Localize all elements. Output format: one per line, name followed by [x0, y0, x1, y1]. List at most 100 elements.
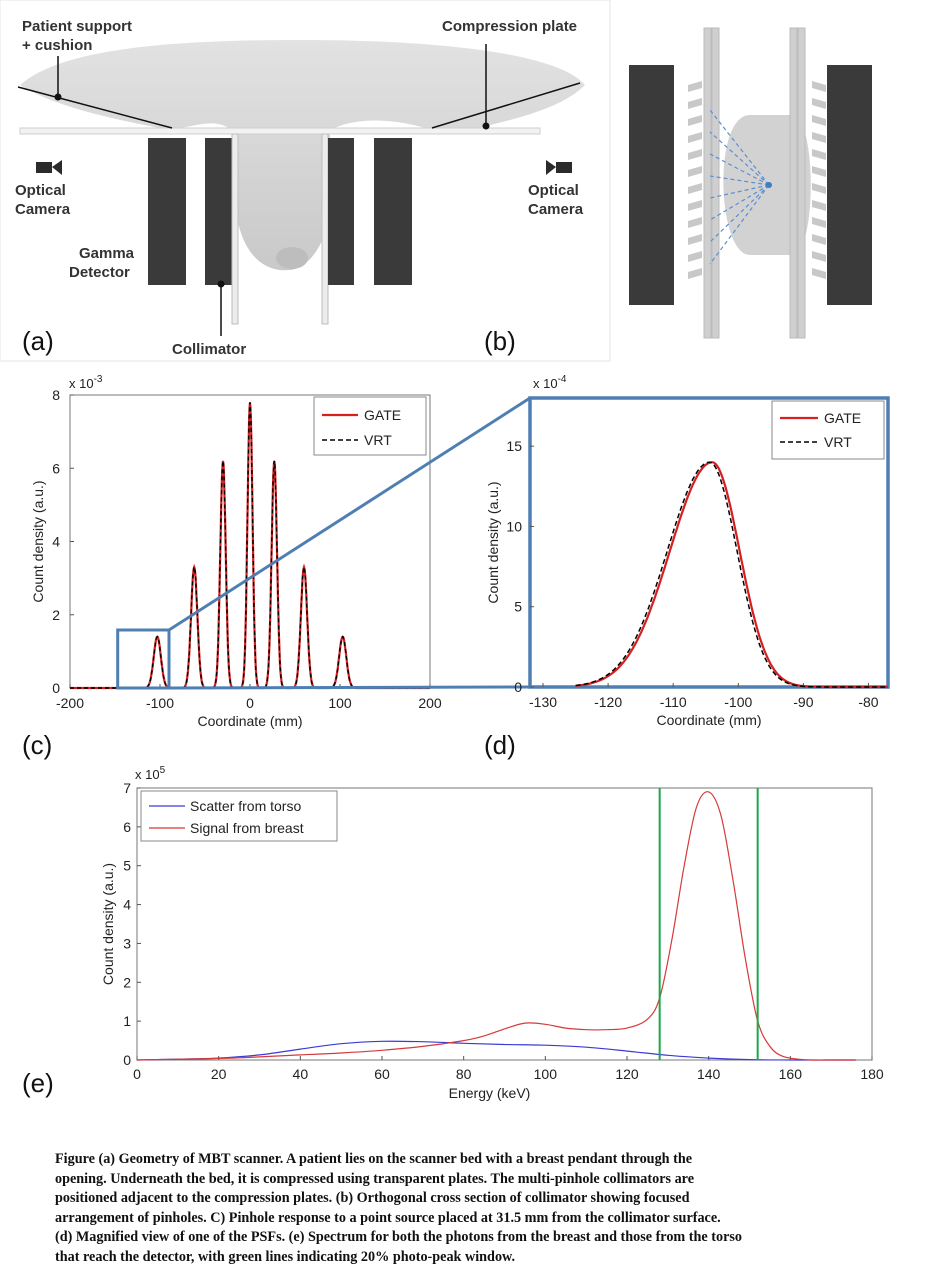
y-tick-label: 2 — [123, 974, 131, 990]
x-tick-label: 100 — [534, 1066, 558, 1082]
detector-block-left — [629, 65, 674, 305]
caption-line: (d) Magnified view of one of the PSFs. (… — [55, 1229, 742, 1246]
legend-label-vrt: VRT — [364, 432, 392, 448]
x-tick-label: 60 — [374, 1066, 390, 1082]
x-axis-label: Energy (keV) — [449, 1085, 531, 1101]
septum-fin — [688, 166, 702, 177]
x-tick-label: 140 — [697, 1066, 721, 1082]
y-exponent-label: x 10-4 — [533, 374, 567, 391]
exponent-power: -3 — [94, 374, 103, 385]
collimator-cross-section-diagram — [629, 27, 872, 339]
camera-icon — [546, 160, 572, 175]
label-optical-camera-right: Optical Camera — [528, 182, 584, 218]
focal-point — [766, 182, 772, 188]
patient-body-shape — [20, 40, 585, 271]
x-tick-label: -100 — [724, 694, 752, 710]
y-tick-label: 0 — [123, 1052, 131, 1068]
caption-line: Figure (a) Geometry of MBT scanner. A pa… — [55, 1151, 693, 1167]
zoom-connector-line — [168, 396, 531, 632]
x-tick-label: -80 — [858, 694, 878, 710]
panel-a: Patient support + cushion Compression pl… — [0, 0, 612, 362]
pinhole-ray — [709, 131, 770, 186]
pinhole-ray — [709, 184, 770, 199]
gamma-detector-left — [148, 138, 186, 285]
caption-line: that reach the detector, with green line… — [55, 1248, 516, 1265]
y-tick-label: 0 — [52, 680, 60, 696]
septum-fin — [688, 81, 702, 92]
y-tick-label: 8 — [52, 387, 60, 403]
septum-fin — [812, 98, 826, 109]
y-axis-label: Count density (a.u.) — [100, 863, 116, 985]
legend-label-vrt: VRT — [824, 434, 852, 450]
y-tick-label: 6 — [52, 460, 60, 476]
pinhole-ray — [709, 109, 770, 186]
label-patient-support: Patient support + cushion — [22, 18, 133, 54]
y-exponent-label: x 10-3 — [69, 374, 103, 391]
legend-box-d — [771, 400, 885, 460]
x-tick-label: 120 — [615, 1066, 639, 1082]
detector-block-right — [827, 65, 872, 305]
y-tick-label: 2 — [52, 607, 60, 623]
septum-fin — [688, 98, 702, 109]
collimator-left — [205, 138, 232, 285]
septum-fin — [812, 268, 826, 279]
zoom-connector-line — [168, 685, 531, 690]
pinhole-ray — [709, 184, 770, 265]
septum-fin — [812, 200, 826, 211]
x-tick-label: -200 — [56, 695, 84, 711]
exponent-power: -4 — [558, 374, 567, 385]
y-tick-label: 0 — [514, 679, 522, 695]
exponent-power: 5 — [160, 765, 166, 776]
collimator-plate — [703, 27, 712, 339]
y-tick-label: 7 — [123, 780, 131, 796]
septum-fin — [812, 251, 826, 262]
legend-label-signal: Signal from breast — [190, 820, 304, 836]
collimator-plate — [797, 27, 806, 339]
x-tick-label: -120 — [594, 694, 622, 710]
x-tick-label: 20 — [211, 1066, 227, 1082]
legend-label-gate: GATE — [364, 407, 401, 423]
x-tick-label: -110 — [660, 694, 687, 710]
panel-letter-e: (e) — [22, 1068, 54, 1098]
caption-line: opening. Underneath the bed, it is compr… — [55, 1170, 694, 1187]
y-tick-label: 10 — [506, 518, 522, 534]
label-compression-plate: Compression plate — [442, 18, 578, 35]
y-tick-label: 1 — [123, 1013, 131, 1029]
y-exponent-label: x 105 — [135, 765, 166, 782]
septum-fin — [688, 132, 702, 143]
scanner-geometry-diagram — [0, 0, 611, 362]
panel-letter-c: (c) — [22, 730, 53, 760]
bed-plate — [19, 127, 541, 135]
series-vrt-line — [575, 461, 888, 688]
pinhole-ray — [709, 175, 770, 186]
zoom-region-box — [116, 628, 171, 690]
septum-fin — [812, 149, 826, 160]
collimator-plate — [789, 27, 798, 339]
label-optical-camera-left: Optical Camera — [15, 182, 71, 218]
septum-fin — [688, 268, 702, 279]
legend-label-gate: GATE — [824, 410, 861, 426]
legend-label-scatter: Scatter from torso — [190, 798, 301, 814]
caption-line: arrangement of pinholes. C) Pinhole resp… — [55, 1209, 721, 1226]
figure-caption: Figure (a) Geometry of MBT scanner. A pa… — [55, 1150, 925, 1268]
y-tick-label: 5 — [514, 599, 522, 615]
legend-box-c — [313, 396, 427, 456]
y-tick-label: 4 — [52, 534, 60, 550]
septum-fin — [688, 115, 702, 126]
camera-icon — [36, 160, 62, 175]
caption-line: positioned adjacent to the compression p… — [55, 1190, 690, 1207]
septum-fin — [688, 149, 702, 160]
septum-fin — [688, 251, 702, 262]
panel-letter-b: (b) — [484, 326, 516, 356]
collimator-right — [328, 138, 354, 285]
series-scatter-from-torso — [136, 1040, 856, 1061]
panel-b: (b) — [484, 0, 937, 362]
label-collimator: Collimator — [172, 341, 247, 358]
septum-fin — [688, 200, 702, 211]
septum-fin — [812, 81, 826, 92]
x-tick-label: 0 — [246, 695, 254, 711]
label-gamma-detector: Gamma Detector — [69, 245, 135, 281]
exponent-base: x 10 — [135, 767, 160, 782]
y-tick-label: 6 — [123, 819, 131, 835]
